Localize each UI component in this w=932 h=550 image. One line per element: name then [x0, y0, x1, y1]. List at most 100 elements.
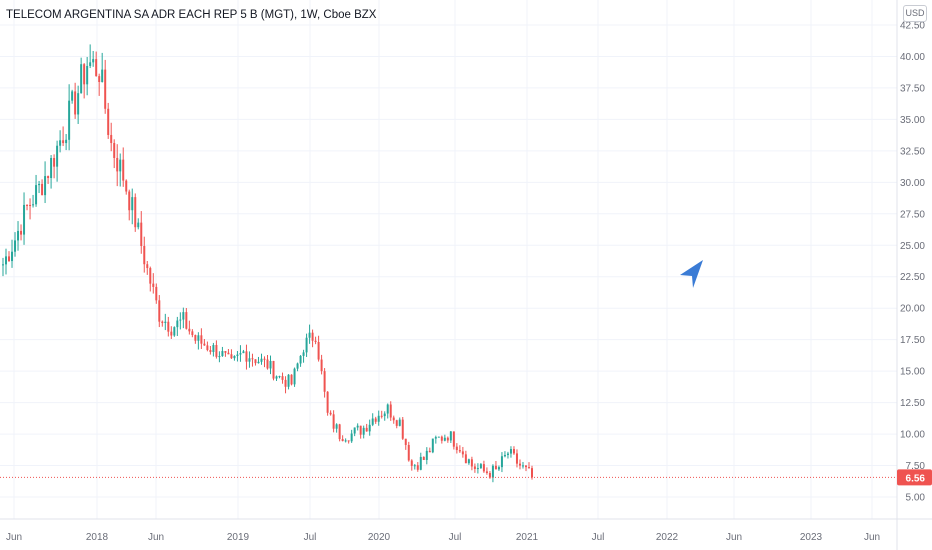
candle-body: [26, 204, 29, 206]
candle-body: [461, 451, 464, 455]
price-axis[interactable]: 5.00 7.50 10.00 12.50 15.00 17.50 20.00 22.50 25…: [896, 0, 926, 550]
candle-body: [380, 415, 383, 417]
candle-body: [131, 197, 134, 211]
candle-body: [236, 354, 239, 356]
y-tick-label: 42.50: [900, 21, 925, 32]
candle-body: [77, 93, 80, 115]
candle-body: [218, 356, 221, 358]
candle-body: [377, 415, 380, 422]
x-tick-label: Jul: [304, 532, 317, 543]
candle-body: [137, 222, 140, 228]
candle-body: [305, 337, 308, 353]
last-price-tag-bg: [897, 469, 932, 486]
x-tick-label: 2020: [368, 532, 391, 543]
x-tick-label: Jun: [148, 532, 164, 543]
candle-body: [188, 328, 191, 332]
candle-body: [506, 453, 509, 455]
candle-body: [362, 427, 365, 435]
cursor-arrow-icon: [680, 260, 703, 288]
candle-body: [125, 180, 128, 192]
candle-body: [245, 351, 248, 362]
candle-body: [98, 76, 101, 82]
candle-body: [242, 351, 245, 354]
candle-body: [281, 376, 284, 380]
y-tick-label: 22.50: [900, 272, 925, 283]
candle-body: [2, 264, 4, 266]
x-tick-label: Jun: [864, 532, 880, 543]
candle-body: [287, 374, 290, 387]
candle-body: [68, 100, 71, 140]
candle-body: [23, 204, 26, 235]
candle-body: [44, 176, 47, 196]
candle-body: [35, 185, 38, 205]
y-tick-label: 35.00: [900, 115, 925, 126]
x-tick-label: 2022: [656, 532, 679, 543]
candle-body: [497, 467, 500, 470]
candle-body: [191, 331, 194, 336]
candle-body: [65, 139, 68, 144]
candle-body: [197, 335, 200, 341]
candle-body: [401, 419, 404, 439]
candle-body: [32, 204, 35, 206]
candle-body: [503, 454, 506, 457]
y-tick-label: 37.50: [900, 83, 925, 94]
candle-body: [20, 230, 23, 235]
candle-body: [386, 404, 389, 414]
candle-body: [116, 157, 119, 172]
candle-body: [143, 246, 146, 265]
candle-body: [368, 424, 371, 432]
candle-body: [110, 134, 113, 144]
candle-body: [71, 91, 74, 101]
candle-body: [260, 358, 263, 362]
candle-body: [416, 465, 419, 470]
candle-body: [314, 340, 317, 342]
candle-body: [464, 454, 467, 464]
candle-body: [449, 431, 452, 441]
candle-body: [203, 343, 206, 346]
y-tick-label: 32.50: [900, 146, 925, 157]
candle-body: [332, 414, 335, 429]
candle-body: [452, 431, 455, 447]
candle-body: [329, 412, 332, 415]
candle-body: [152, 283, 155, 287]
candle-body: [86, 65, 89, 85]
candle-body: [155, 286, 158, 301]
candle-body: [467, 459, 470, 464]
currency-badge[interactable]: USD: [903, 5, 927, 22]
candle-body: [338, 424, 341, 440]
candle-body: [149, 268, 152, 284]
candle-body: [182, 312, 185, 320]
candle-body: [443, 437, 446, 441]
candle-body: [302, 352, 305, 356]
candle-body: [323, 371, 326, 392]
candle-body: [524, 465, 527, 468]
candle-body: [371, 418, 374, 425]
x-tick-label: 2018: [86, 532, 109, 543]
candle-body: [275, 376, 278, 379]
candle-body: [422, 456, 425, 460]
y-tick-label: 25.00: [900, 241, 925, 252]
candlestick-series: [2, 44, 533, 483]
y-tick-label: 5.00: [906, 493, 926, 504]
candle-body: [473, 466, 476, 469]
candle-body: [254, 359, 257, 364]
candle-body: [446, 437, 449, 441]
candle-body: [296, 363, 299, 369]
candle-body: [179, 319, 182, 321]
candle-body: [233, 355, 236, 359]
candle-body: [395, 420, 398, 426]
candle-body: [101, 69, 104, 82]
time-axis[interactable]: Jun 2018 Jun 2019 Jul 2020 Jul 2021 Jul 2022 Jun 20…: [0, 518, 932, 543]
y-tick-label: 10.00: [900, 430, 925, 441]
candle-body: [194, 335, 197, 341]
candle-body: [170, 331, 173, 336]
candle-body: [392, 417, 395, 421]
candle-body: [350, 433, 353, 442]
candle-body: [455, 446, 458, 451]
candle-body: [209, 349, 212, 353]
candle-body: [476, 468, 479, 470]
candle-body: [419, 456, 422, 470]
candle-body: [341, 439, 344, 442]
x-tick-label: 2021: [516, 532, 539, 543]
